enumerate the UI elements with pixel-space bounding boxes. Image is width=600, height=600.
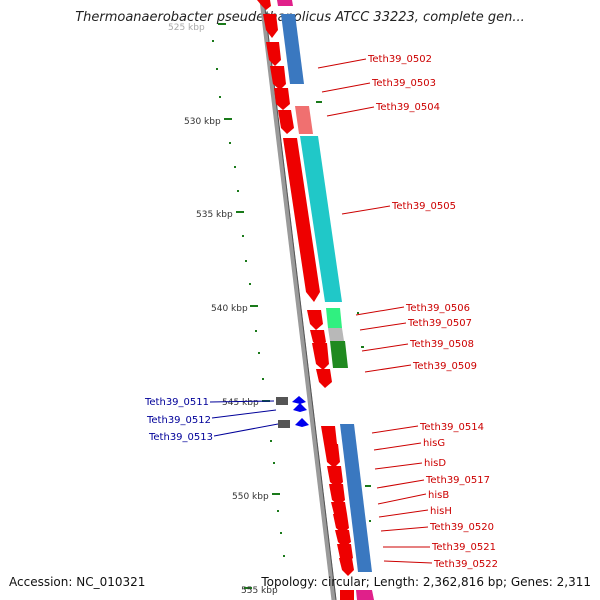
gene-arrow — [312, 343, 329, 370]
gene-arrow — [307, 310, 323, 330]
gene-arrow — [329, 484, 345, 506]
tick-label: 535 kbp — [196, 210, 233, 220]
gene-arrow — [293, 403, 307, 412]
gene-arrow — [257, 0, 271, 10]
gene-block — [276, 397, 288, 405]
gene-arrow — [339, 558, 354, 576]
gene-arrow — [270, 66, 286, 90]
label-leaders-left — [209, 400, 279, 437]
cog-block — [295, 106, 313, 134]
gene-label: Teth39_0512 — [146, 415, 211, 426]
cog-block — [328, 328, 344, 341]
cog-track[interactable] — [277, 0, 374, 600]
tick-label: 540 kbp — [211, 304, 248, 314]
gene-label: Teth39_0517 — [425, 475, 490, 486]
gene-label: Teth39_0511 — [144, 397, 209, 408]
gene-label: hisH — [430, 506, 452, 517]
gene-labels-left[interactable]: Teth39_0511 Teth39_0512 Teth39_0513 — [144, 397, 213, 443]
gene-block — [340, 590, 354, 600]
gene-label: Teth39_0507 — [407, 318, 472, 329]
gene-label: hisG — [423, 438, 445, 449]
tick-label: 530 kbp — [184, 117, 221, 127]
gene-arrow — [266, 42, 281, 66]
cog-block — [281, 14, 304, 84]
gene-label: Teth39_0513 — [148, 432, 213, 443]
cog-block — [340, 424, 372, 572]
gene-label: Teth39_0502 — [367, 54, 432, 65]
gene-arrow — [278, 110, 294, 134]
tick-label: 555 kbp — [241, 586, 278, 596]
gene-label: Teth39_0503 — [371, 78, 436, 89]
gene-arrow — [263, 14, 278, 38]
gene-label: Teth39_0520 — [429, 522, 494, 533]
gene-arrow — [324, 444, 340, 468]
tick-labels: 525 kbp 530 kbp 535 kbp 540 kbp 545 kbp … — [168, 23, 278, 596]
cog-block — [300, 136, 342, 302]
gene-arrow — [295, 418, 309, 427]
gene-label: Teth39_0505 — [391, 201, 456, 212]
gene-label: Teth39_0514 — [419, 422, 484, 433]
gene-label: Teth39_0522 — [433, 559, 498, 570]
label-leaders-right — [317, 58, 433, 564]
gene-label: Teth39_0504 — [375, 102, 440, 113]
gene-arrow — [327, 466, 343, 488]
gene-label: Teth39_0506 — [405, 303, 470, 314]
cog-block — [356, 590, 374, 600]
map-title: Thermoanaerobacter pseudethanolicus ATCC… — [75, 10, 525, 25]
topology-text: Topology: circular; Length: 2,362,816 bp… — [261, 575, 591, 589]
cog-block — [326, 308, 342, 328]
reverse-genes[interactable] — [276, 396, 309, 428]
gene-arrow — [283, 138, 320, 302]
gc-dot-track — [212, 40, 371, 557]
gene-arrow — [335, 530, 351, 548]
gene-label: hisB — [428, 490, 449, 501]
gene-arrow — [333, 514, 349, 534]
forward-genes[interactable] — [257, 0, 354, 600]
gene-block — [278, 420, 290, 428]
gene-label: Teth39_0521 — [431, 542, 496, 553]
cog-block — [277, 0, 293, 6]
gene-label: Teth39_0508 — [409, 339, 474, 350]
cog-block — [330, 341, 348, 368]
gene-arrow — [316, 369, 332, 388]
accession-text: Accession: NC_010321 — [9, 575, 146, 589]
gene-label: hisD — [424, 458, 446, 469]
gene-label: Teth39_0509 — [412, 361, 477, 372]
tick-label: 525 kbp — [168, 23, 205, 33]
tick-label: 550 kbp — [232, 492, 269, 502]
gene-labels-right[interactable]: Teth39_0502 Teth39_0503 Teth39_0504 Teth… — [367, 54, 498, 570]
gene-arrow — [274, 88, 290, 110]
gene-arrow — [292, 396, 306, 404]
tick-label: 545 kbp — [222, 398, 259, 408]
